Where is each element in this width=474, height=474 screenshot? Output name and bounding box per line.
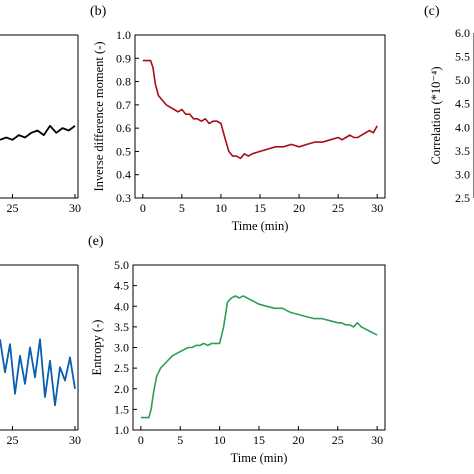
panel-label: (b) [90, 4, 107, 19]
y-tick-label: 6.0 [455, 26, 470, 40]
x-tick-label: 20 [293, 201, 305, 215]
y-tick-label: 5.0 [455, 73, 470, 87]
series-line-e [140, 295, 378, 419]
y-tick-label: 0.7 [116, 98, 131, 112]
panel-label: (c) [424, 4, 440, 19]
y-tick-label: 2.0 [114, 382, 129, 396]
series-line-b [142, 59, 378, 160]
y-tick-label: 0.9 [116, 51, 131, 65]
y-axis-label: Inverse difference moment (-) [92, 41, 106, 191]
y-tick-label: 4.5 [114, 279, 129, 293]
plot-frame-b [134, 34, 386, 199]
x-axis-label: Time (min) [231, 451, 288, 465]
x-tick-label: 25 [7, 433, 19, 447]
y-tick-label: 0.5 [116, 144, 131, 158]
series-line-a [0, 124, 76, 141]
x-tick-label: 30 [69, 201, 81, 215]
y-tick-label: 0.8 [116, 75, 131, 89]
y-tick-label: 0.3 [116, 191, 131, 205]
y-tick-label: 4.0 [455, 120, 470, 134]
x-axis-label: Time (min) [232, 219, 289, 233]
x-tick-label: 25 [332, 433, 344, 447]
x-tick-label: 30 [371, 201, 383, 215]
y-tick-label: 3.5 [114, 320, 129, 334]
x-tick-label: 15 [253, 433, 265, 447]
y-tick-label: 5.0 [114, 258, 129, 272]
x-tick-label: 30 [371, 433, 383, 447]
x-tick-label: 25 [7, 201, 19, 215]
x-tick-label: 5 [177, 433, 183, 447]
series-line-d [0, 338, 76, 407]
y-tick-label: 4.0 [114, 299, 129, 313]
x-tick-label: 0 [138, 433, 144, 447]
x-tick-label: 30 [69, 433, 81, 447]
y-tick-label: 2.5 [114, 361, 129, 375]
y-tick-label: 0.6 [116, 121, 131, 135]
y-axis-label: Correlation (*10⁻⁴) [429, 66, 443, 164]
y-tick-label: 1.5 [114, 402, 129, 416]
y-tick-label: 1.0 [114, 423, 129, 437]
y-tick-label: 2.5 [455, 191, 470, 205]
panel-label: (e) [88, 234, 104, 249]
y-tick-label: 3.0 [455, 167, 470, 181]
y-tick-label: 3.0 [114, 341, 129, 355]
x-tick-label: 15 [254, 201, 266, 215]
y-tick-label: 3.5 [455, 144, 470, 158]
x-tick-label: 10 [214, 433, 226, 447]
y-axis-label: Entropy (-) [90, 320, 104, 376]
plot-frame-e [132, 264, 386, 431]
x-tick-label: 25 [332, 201, 344, 215]
y-tick-label: 0.4 [116, 168, 131, 182]
y-tick-label: 4.5 [455, 97, 470, 111]
x-tick-label: 5 [179, 201, 185, 215]
x-tick-label: 20 [292, 433, 304, 447]
x-tick-label: 0 [140, 201, 146, 215]
y-tick-label: 1.0 [116, 28, 131, 42]
x-tick-label: 10 [215, 201, 227, 215]
y-tick-label: 5.5 [455, 50, 470, 64]
